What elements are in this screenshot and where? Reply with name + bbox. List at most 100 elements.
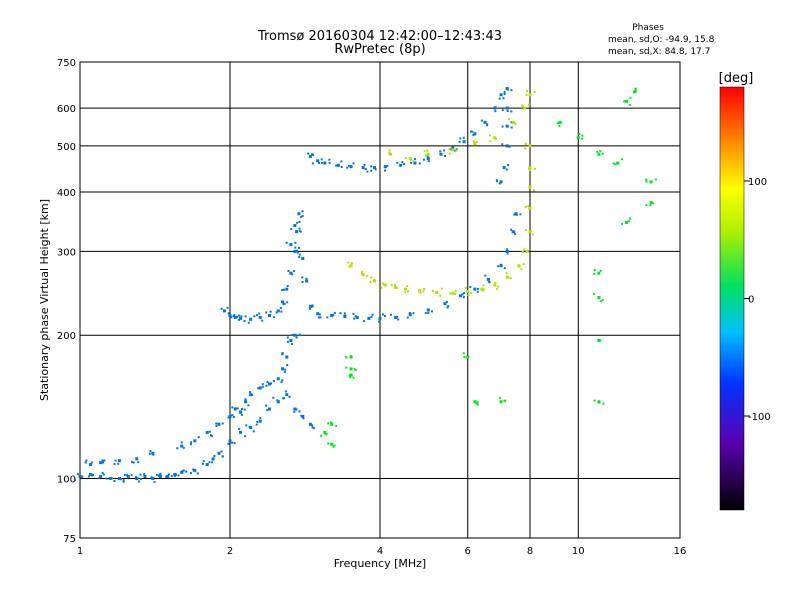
data-point [451, 146, 455, 150]
data-point [226, 306, 229, 309]
data-point [244, 398, 247, 401]
data-point [344, 314, 347, 317]
data-point [196, 472, 199, 475]
data-point [311, 426, 314, 429]
data-point [451, 291, 455, 295]
data-point [258, 419, 262, 423]
data-point [301, 257, 304, 260]
data-point [497, 265, 500, 268]
data-point [380, 286, 383, 289]
data-point [220, 450, 223, 453]
data-point [447, 305, 450, 308]
data-point [301, 281, 304, 284]
data-point [592, 292, 595, 295]
data-point [383, 166, 386, 169]
data-point [645, 180, 648, 183]
chart-title: Tromsø 20160304 12:42:00–12:43:43 [257, 29, 502, 44]
data-point [317, 316, 320, 319]
data-point [366, 170, 369, 173]
data-point [597, 152, 601, 156]
data-point [130, 461, 133, 464]
data-point [311, 162, 314, 165]
data-point [466, 290, 470, 294]
data-point [280, 310, 283, 313]
data-point [408, 313, 412, 317]
data-point [113, 463, 116, 466]
data-point [472, 134, 475, 137]
data-point [381, 313, 384, 316]
data-point [108, 477, 112, 481]
data-point [312, 427, 315, 430]
data-point [485, 124, 488, 127]
data-point [261, 319, 264, 322]
data-point [533, 91, 536, 94]
data-point [506, 249, 509, 252]
data-point [348, 265, 351, 268]
data-point [119, 478, 122, 481]
x-axis-label: Frequency [MHz] [334, 557, 426, 570]
data-point [327, 442, 330, 445]
data-point [346, 166, 349, 169]
data-point [530, 230, 533, 233]
data-point [135, 477, 139, 481]
data-point [347, 261, 350, 264]
data-point [396, 315, 399, 318]
data-point [533, 167, 536, 170]
data-point [395, 287, 398, 290]
data-point [454, 289, 457, 292]
data-point [270, 382, 273, 385]
data-point [158, 473, 161, 476]
data-point [193, 439, 197, 443]
data-point [453, 149, 456, 152]
data-point [335, 164, 338, 167]
data-point [289, 243, 293, 247]
data-point [504, 399, 507, 402]
data-point [507, 164, 510, 167]
data-point [528, 169, 531, 172]
data-point [339, 312, 342, 315]
data-point [98, 477, 101, 480]
data-point [211, 458, 214, 461]
data-point [527, 205, 530, 208]
data-point [625, 221, 629, 225]
data-point [476, 290, 479, 293]
data-point [291, 333, 294, 336]
data-point [383, 169, 386, 172]
data-point [365, 274, 368, 277]
data-point [462, 296, 465, 299]
data-point [593, 272, 596, 275]
data-point [528, 230, 532, 234]
data-point [528, 144, 532, 148]
data-point [282, 303, 285, 306]
data-point [634, 88, 637, 91]
data-point [506, 88, 509, 91]
data-point [81, 475, 84, 478]
data-point [367, 316, 371, 320]
data-point [419, 291, 422, 294]
data-point [361, 272, 364, 275]
data-point [633, 90, 637, 94]
data-point [233, 442, 236, 445]
data-point [117, 459, 121, 463]
data-point [266, 409, 269, 412]
data-point [298, 410, 301, 413]
phases-stats-o: mean, sd,O: -94.9, 15.8 [608, 35, 715, 45]
data-point [298, 230, 301, 233]
data-point [255, 423, 258, 426]
data-point [261, 385, 264, 388]
data-point [528, 186, 531, 189]
data-point [459, 137, 462, 140]
data-point [514, 212, 518, 216]
data-point [295, 230, 299, 234]
data-point [272, 316, 275, 319]
data-point [298, 227, 301, 230]
data-point [352, 376, 355, 379]
data-point [499, 93, 503, 97]
data-point [399, 163, 403, 167]
data-point [181, 470, 184, 473]
data-point [508, 145, 511, 148]
data-point [439, 294, 442, 297]
data-point [325, 433, 328, 436]
data-point [175, 473, 178, 476]
data-point [308, 304, 312, 308]
